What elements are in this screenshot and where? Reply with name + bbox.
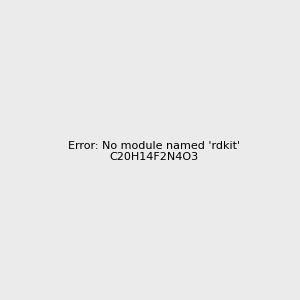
Text: Error: No module named 'rdkit'
C20H14F2N4O3: Error: No module named 'rdkit' C20H14F2N… xyxy=(68,141,240,162)
